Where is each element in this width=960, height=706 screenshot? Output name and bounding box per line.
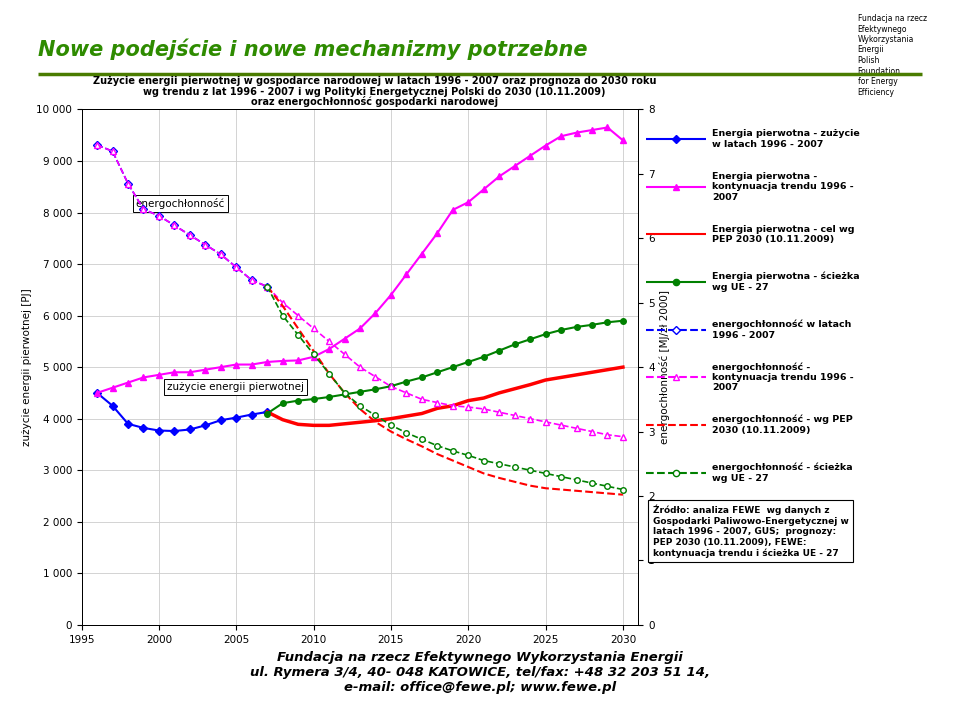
Text: Energia pierwotna -
kontynuacja trendu 1996 -
2007: Energia pierwotna - kontynuacja trendu 1…: [712, 172, 853, 201]
Text: Nowe podejście i nowe mechanizmy potrzebne: Nowe podejście i nowe mechanizmy potrzeb…: [38, 39, 588, 60]
Text: energochłonność: energochłonność: [135, 198, 225, 210]
Text: wg trendu z lat 1996 - 2007 i wg Polityki Energetycznej Polski do 2030 (10.11.20: wg trendu z lat 1996 - 2007 i wg Polityk…: [143, 87, 606, 97]
Text: Zużycie energii pierwotnej w gospodarce narodowej w latach 1996 - 2007 oraz prog: Zużycie energii pierwotnej w gospodarce …: [93, 76, 656, 86]
Text: energochłonność w latach
1996 - 2007: energochłonność w latach 1996 - 2007: [712, 320, 852, 340]
Text: Energia pierwotna - ścieżka
wg UE - 27: Energia pierwotna - ścieżka wg UE - 27: [712, 272, 859, 292]
Text: energochłonność -
kontynuacja trendu 1996 -
2007: energochłonność - kontynuacja trendu 199…: [712, 362, 853, 393]
Text: Energia pierwotna - cel wg
PEP 2030 (10.11.2009): Energia pierwotna - cel wg PEP 2030 (10.…: [712, 225, 854, 244]
Text: Fundacja na rzecz Efektywnego Wykorzystania Energii
ul. Rymera 3/4, 40- 048 KATO: Fundacja na rzecz Efektywnego Wykorzysta…: [250, 651, 710, 694]
Y-axis label: zużycie energii pierwotnej [PJ]: zużycie energii pierwotnej [PJ]: [22, 288, 32, 446]
Text: Źródło: analiza FEWE  wg danych z
Gospodarki Paliwowo-Energetycznej w
latach 199: Źródło: analiza FEWE wg danych z Gospoda…: [653, 505, 849, 558]
Text: zużycie energii pierwotnej: zużycie energii pierwotnej: [167, 383, 303, 393]
Text: energochłonność - ścieżka
wg UE - 27: energochłonność - ścieżka wg UE - 27: [712, 462, 852, 482]
Text: oraz energochłonność gospodarki narodowej: oraz energochłonność gospodarki narodowe…: [251, 96, 498, 107]
Text: Fundacja na rzecz
Efektywnego
Wykorzystania
Energii: Fundacja na rzecz Efektywnego Wykorzysta…: [857, 14, 926, 54]
Text: Energia pierwotna - zużycie
w latach 1996 - 2007: Energia pierwotna - zużycie w latach 199…: [712, 129, 859, 149]
Text: Polish
Foundation
for Energy
Efficiency: Polish Foundation for Energy Efficiency: [857, 56, 900, 97]
Text: energochłonność - wg PEP
2030 (10.11.2009): energochłonność - wg PEP 2030 (10.11.200…: [712, 415, 852, 435]
Y-axis label: energochłonność [MJ/zł 2000]: energochłonność [MJ/zł 2000]: [659, 290, 670, 444]
